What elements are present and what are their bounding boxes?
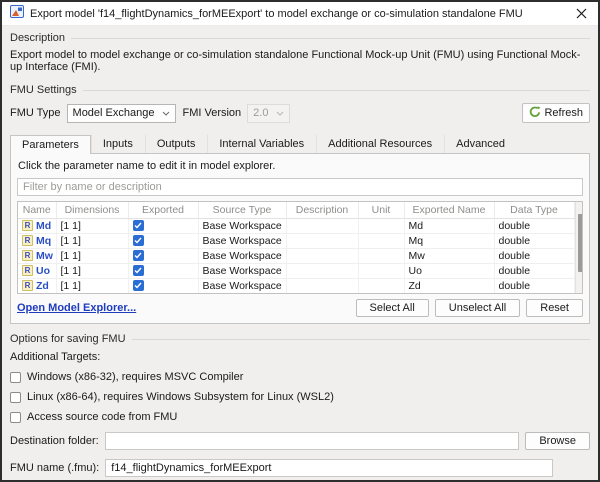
col-header-exported[interactable]: Exported bbox=[128, 202, 199, 219]
exported-checkbox[interactable] bbox=[132, 249, 144, 261]
access-source-checkbox[interactable] bbox=[10, 411, 21, 423]
parameters-hint: Click the parameter name to edit it in m… bbox=[18, 160, 276, 172]
fmi-version-label: FMI Version bbox=[182, 107, 242, 119]
windows-target-checkbox[interactable] bbox=[10, 371, 21, 383]
table-row: R Mq [1 1] Base Workspace Mq double bbox=[18, 233, 575, 249]
fmu-type-value: Model Exchange bbox=[72, 107, 155, 119]
fmu-type-select[interactable]: Model Exchange bbox=[66, 103, 177, 123]
fmu-settings-heading: FMU Settings bbox=[10, 84, 77, 96]
tab-internal-variables[interactable]: Internal Variables bbox=[207, 134, 316, 153]
parameter-icon: R bbox=[22, 265, 33, 276]
description-section-header: Description bbox=[10, 32, 590, 44]
linux-target-checkbox[interactable] bbox=[10, 391, 21, 403]
tab-outputs[interactable]: Outputs bbox=[144, 134, 208, 153]
exported-checkbox[interactable] bbox=[132, 279, 144, 291]
col-header-description[interactable]: Description bbox=[286, 202, 359, 219]
parameter-name-link[interactable]: Mq bbox=[36, 234, 52, 247]
parameter-icon: R bbox=[22, 220, 33, 231]
options-heading: Options for saving FMU bbox=[10, 333, 126, 345]
options-section-header: Options for saving FMU bbox=[10, 333, 590, 345]
filter-input[interactable] bbox=[17, 178, 583, 196]
dialog-icon bbox=[10, 4, 24, 23]
chevron-down-icon bbox=[162, 107, 170, 119]
table-header-row: Name Dimensions Exported Source Type Des… bbox=[18, 202, 575, 219]
table-vertical-scrollbar[interactable] bbox=[574, 202, 582, 293]
select-all-button[interactable]: Select All bbox=[355, 299, 429, 317]
refresh-label: Refresh bbox=[544, 107, 583, 119]
parameters-table: Name Dimensions Exported Source Type Des… bbox=[17, 201, 583, 294]
parameter-name-link[interactable]: Mw bbox=[36, 249, 53, 262]
col-header-dimensions[interactable]: Dimensions bbox=[56, 202, 129, 219]
table-row: R Uo [1 1] Base Workspace Uo double bbox=[18, 263, 575, 279]
destination-folder-input[interactable] bbox=[104, 432, 520, 450]
target-windows-row: Windows (x86-32), requires MSVC Compiler bbox=[10, 371, 590, 383]
scrollbar-thumb[interactable] bbox=[577, 214, 582, 272]
col-header-data-type[interactable]: Data Type bbox=[494, 202, 575, 219]
col-header-source-type[interactable]: Source Type bbox=[198, 202, 287, 219]
table-row: R Zd [1 1] Base Workspace Zd double bbox=[18, 278, 575, 293]
exported-checkbox[interactable] bbox=[132, 219, 144, 231]
parameter-icon: R bbox=[22, 250, 33, 261]
tab-inputs[interactable]: Inputs bbox=[90, 134, 145, 153]
parameters-panel: Click the parameter name to edit it in m… bbox=[10, 153, 590, 324]
tab-bar: Parameters Inputs Outputs Internal Varia… bbox=[10, 133, 590, 154]
fmu-name-row: FMU name (.fmu): bbox=[10, 459, 590, 477]
col-header-exported-name[interactable]: Exported Name bbox=[404, 202, 495, 219]
parameter-icon: R bbox=[22, 235, 33, 246]
open-model-explorer-link[interactable]: Open Model Explorer... bbox=[17, 302, 137, 314]
exported-checkbox[interactable] bbox=[132, 264, 144, 276]
destination-folder-label: Destination folder: bbox=[10, 435, 99, 447]
destination-folder-row: Destination folder: Browse bbox=[10, 432, 590, 450]
table-row: R Md [1 1] Base Workspace Md double bbox=[18, 218, 575, 234]
parameter-icon: R bbox=[22, 280, 33, 291]
tab-parameters[interactable]: Parameters bbox=[10, 135, 91, 154]
window-title: Export model 'f14_flightDynamics_forMEEx… bbox=[30, 7, 523, 20]
refresh-button[interactable]: Refresh bbox=[522, 103, 590, 123]
access-source-row: Access source code from FMU bbox=[10, 411, 590, 423]
tab-advanced[interactable]: Advanced bbox=[444, 134, 517, 153]
reset-button[interactable]: Reset bbox=[526, 299, 583, 317]
refresh-icon bbox=[529, 105, 542, 121]
fmu-settings-section-header: FMU Settings bbox=[10, 84, 590, 96]
additional-targets-label: Additional Targets: bbox=[10, 351, 101, 363]
divider bbox=[71, 37, 590, 39]
fmi-version-select: 2.0 bbox=[247, 103, 291, 123]
divider bbox=[82, 89, 590, 91]
fmi-version-value: 2.0 bbox=[253, 107, 269, 119]
tab-additional-resources[interactable]: Additional Resources bbox=[316, 134, 444, 153]
windows-target-label: Windows (x86-32), requires MSVC Compiler bbox=[27, 371, 244, 383]
access-source-label: Access source code from FMU bbox=[27, 411, 178, 423]
parameter-name-link[interactable]: Md bbox=[36, 219, 52, 232]
exported-checkbox[interactable] bbox=[132, 234, 144, 246]
close-icon[interactable] bbox=[572, 5, 590, 23]
table-row: R Mw [1 1] Base Workspace Mw double bbox=[18, 248, 575, 264]
table-actions-row: Open Model Explorer... Select All Unsele… bbox=[17, 299, 583, 317]
parameter-name-link[interactable]: Uo bbox=[36, 264, 50, 277]
unselect-all-button[interactable]: Unselect All bbox=[434, 299, 521, 317]
parameter-name-link[interactable]: Zd bbox=[36, 279, 49, 292]
fmu-type-label: FMU Type bbox=[10, 107, 61, 119]
browse-button[interactable]: Browse bbox=[525, 432, 590, 450]
fmu-name-input[interactable] bbox=[105, 459, 554, 477]
linux-target-label: Linux (x86-64), requires Windows Subsyst… bbox=[27, 391, 334, 403]
col-header-unit[interactable]: Unit bbox=[358, 202, 405, 219]
description-text: Export model to model exchange or co-sim… bbox=[10, 49, 581, 73]
col-header-name[interactable]: Name bbox=[18, 202, 57, 219]
target-linux-row: Linux (x86-64), requires Windows Subsyst… bbox=[10, 391, 590, 403]
description-heading: Description bbox=[10, 32, 66, 44]
dialog-content: Description Export model to model exchan… bbox=[2, 26, 598, 480]
chevron-down-icon bbox=[276, 107, 284, 119]
fmu-settings-row: FMU Type Model Exchange FMI Version 2.0 … bbox=[10, 103, 590, 123]
divider bbox=[131, 338, 590, 340]
titlebar: Export model 'f14_flightDynamics_forMEEx… bbox=[2, 2, 598, 26]
fmu-name-label: FMU name (.fmu): bbox=[10, 462, 100, 474]
